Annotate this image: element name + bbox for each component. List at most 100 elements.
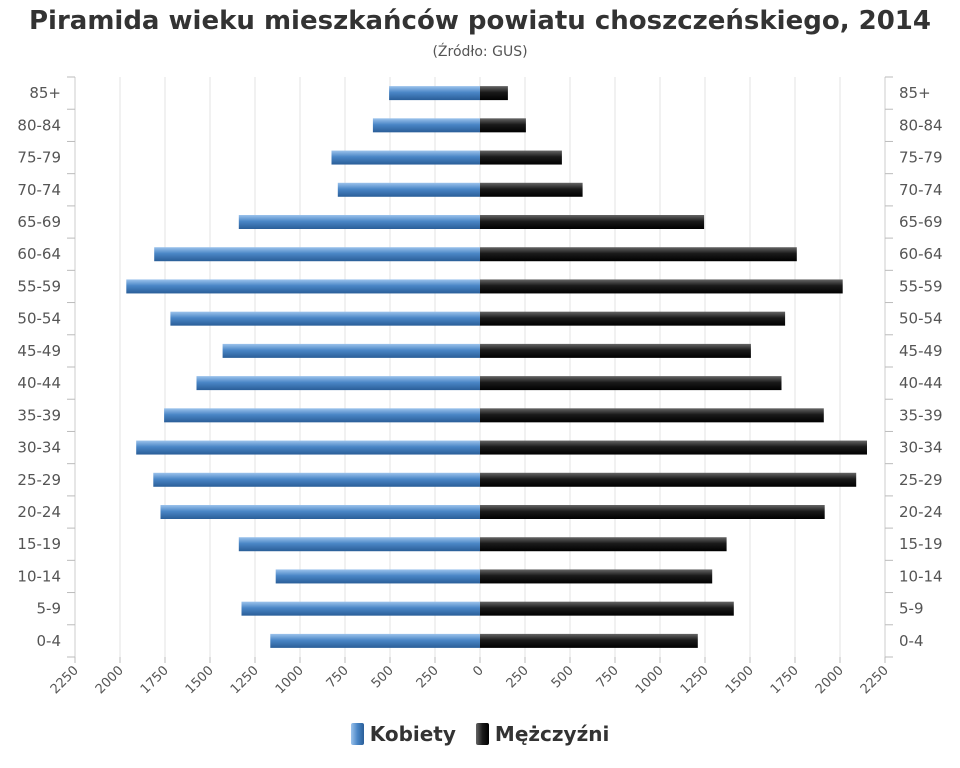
category-label-left-5: 60-64 xyxy=(17,245,61,263)
category-label-left-7: 50-54 xyxy=(17,310,61,328)
x-tick-label-0: 2250 xyxy=(48,663,82,697)
category-label-left-0: 85+ xyxy=(29,84,61,102)
x-tick-label-18: 2250 xyxy=(858,663,892,697)
bar-mezczyzni-7 xyxy=(480,311,786,326)
bar-mezczyzni-14 xyxy=(480,537,727,552)
category-label-left-8: 45-49 xyxy=(17,342,61,360)
legend-item-mezczyzni[interactable]: Mężczyźni xyxy=(475,722,610,746)
category-label-right-1: 80-84 xyxy=(899,116,943,134)
bar-mezczyzni-15 xyxy=(480,569,713,584)
category-label-right-14: 15-19 xyxy=(899,535,943,553)
x-tick-label-13: 1000 xyxy=(633,663,667,697)
legend-swatch-kobiety xyxy=(350,723,364,745)
category-label-left-9: 40-44 xyxy=(17,374,61,392)
category-label-right-2: 75-79 xyxy=(899,149,943,167)
category-label-left-6: 55-59 xyxy=(17,277,61,295)
category-label-right-11: 30-34 xyxy=(899,439,943,457)
category-label-right-3: 70-74 xyxy=(899,181,943,199)
bar-kobiety-6 xyxy=(126,279,481,294)
bar-mezczyzni-11 xyxy=(480,440,867,455)
bar-kobiety-2 xyxy=(331,150,480,165)
bar-mezczyzni-1 xyxy=(480,118,526,133)
category-label-left-16: 5-9 xyxy=(37,600,62,618)
bar-mezczyzni-10 xyxy=(480,408,824,423)
x-tick-label-6: 750 xyxy=(324,663,352,691)
category-label-right-6: 55-59 xyxy=(899,277,943,295)
bar-mezczyzni-13 xyxy=(480,505,825,519)
category-label-right-15: 10-14 xyxy=(899,567,943,585)
bar-kobiety-3 xyxy=(337,182,480,197)
category-label-left-14: 15-19 xyxy=(17,535,61,553)
category-label-left-3: 70-74 xyxy=(17,181,61,199)
bar-kobiety-5 xyxy=(154,247,480,262)
x-tick-label-14: 1250 xyxy=(678,663,712,697)
x-tick-label-7: 500 xyxy=(369,663,397,691)
category-label-left-17: 0-4 xyxy=(37,632,62,650)
bar-mezczyzni-5 xyxy=(480,247,797,262)
category-label-right-12: 25-29 xyxy=(899,471,943,489)
x-tick-label-3: 1500 xyxy=(183,663,217,697)
category-label-left-12: 25-29 xyxy=(17,471,61,489)
category-label-right-5: 60-64 xyxy=(899,245,943,263)
legend-item-kobiety[interactable]: Kobiety xyxy=(350,722,456,746)
legend-swatch-mezczyzni xyxy=(475,723,489,745)
bar-kobiety-12 xyxy=(153,472,481,487)
x-tick-label-9: 0 xyxy=(470,663,486,679)
bar-kobiety-13 xyxy=(160,505,480,519)
axes xyxy=(67,76,893,663)
bar-kobiety-14 xyxy=(238,537,480,552)
x-tick-label-10: 250 xyxy=(504,663,532,691)
bar-kobiety-15 xyxy=(275,569,480,584)
bar-kobiety-4 xyxy=(238,215,480,229)
x-tick-label-12: 750 xyxy=(594,663,622,691)
category-label-right-9: 40-44 xyxy=(899,374,943,392)
category-label-right-7: 50-54 xyxy=(899,310,943,328)
bar-kobiety-8 xyxy=(222,343,480,358)
bar-mezczyzni-12 xyxy=(480,472,857,487)
category-label-right-17: 0-4 xyxy=(899,632,924,650)
bar-mezczyzni-4 xyxy=(480,215,705,229)
x-tick-label-11: 500 xyxy=(549,663,577,691)
category-label-right-10: 35-39 xyxy=(899,406,943,424)
bar-kobiety-7 xyxy=(170,311,480,326)
category-label-right-0: 85+ xyxy=(899,84,931,102)
bar-mezczyzni-8 xyxy=(480,343,751,358)
chart-title: Piramida wieku mieszkańców powiatu chosz… xyxy=(28,6,931,36)
x-tick-label-2: 1750 xyxy=(138,663,172,697)
category-label-left-10: 35-39 xyxy=(17,406,61,424)
x-tick-label-8: 250 xyxy=(414,663,442,691)
category-label-left-1: 80-84 xyxy=(17,116,61,134)
category-label-left-13: 20-24 xyxy=(17,503,61,521)
legend: Kobiety Mężczyźni xyxy=(0,722,960,746)
category-label-right-16: 5-9 xyxy=(899,600,924,618)
bar-mezczyzni-16 xyxy=(480,601,734,616)
bar-mezczyzni-0 xyxy=(480,86,508,101)
category-label-right-13: 20-24 xyxy=(899,503,943,521)
category-label-left-11: 30-34 xyxy=(17,439,61,457)
legend-label-kobiety: Kobiety xyxy=(369,722,456,746)
x-tick-label-15: 1500 xyxy=(723,663,757,697)
x-tick-label-17: 2000 xyxy=(813,663,847,697)
bar-kobiety-16 xyxy=(241,601,480,616)
bar-mezczyzni-2 xyxy=(480,150,562,165)
x-tick-label-1: 2000 xyxy=(93,663,127,697)
bar-mezczyzni-6 xyxy=(480,279,843,294)
x-tick-label-16: 1750 xyxy=(768,663,802,697)
bar-kobiety-17 xyxy=(270,633,480,648)
x-tick-label-5: 1000 xyxy=(273,663,307,697)
category-label-right-4: 65-69 xyxy=(899,213,943,231)
bar-kobiety-1 xyxy=(372,118,480,133)
legend-label-mezczyzni: Mężczyźni xyxy=(494,722,610,746)
bar-kobiety-10 xyxy=(164,408,480,423)
bar-mezczyzni-3 xyxy=(480,182,583,197)
bar-kobiety-11 xyxy=(136,440,480,455)
category-label-left-2: 75-79 xyxy=(17,149,61,167)
bar-mezczyzni-17 xyxy=(480,633,698,648)
category-label-right-8: 45-49 xyxy=(899,342,943,360)
bar-mezczyzni-9 xyxy=(480,376,782,391)
chart-subtitle: (Źródło: GUS) xyxy=(432,44,528,60)
category-label-left-15: 10-14 xyxy=(17,567,61,585)
bar-kobiety-9 xyxy=(196,376,480,391)
